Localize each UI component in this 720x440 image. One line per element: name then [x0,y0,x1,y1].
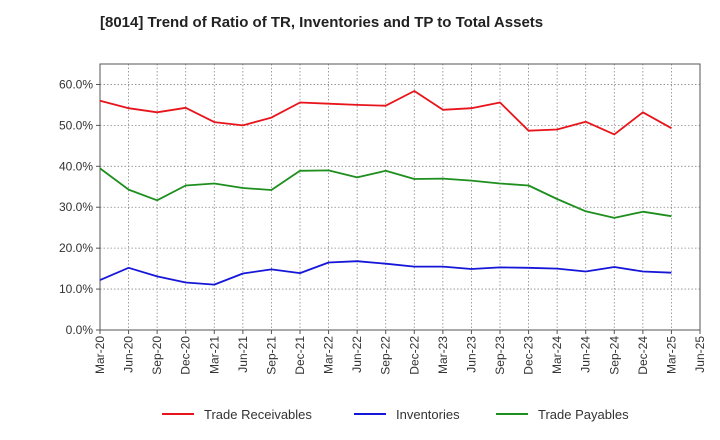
x-tick-label: Mar-20 [93,336,107,374]
chart-title: [8014] Trend of Ratio of TR, Inventories… [100,14,544,31]
x-tick-label: Dec-23 [522,336,536,375]
legend-label-trade-receivables: Trade Receivables [204,407,312,422]
x-tick-label: Jun-25 [693,336,707,373]
series-line-trade-payables [99,167,672,219]
x-tick-label: Sep-21 [264,336,278,375]
x-tick-label: Mar-21 [207,336,221,374]
x-tick-label: Sep-23 [493,336,507,375]
x-tick-label: Jun-23 [464,336,478,373]
x-tick-label: Mar-25 [664,336,678,374]
x-tick-label: Mar-24 [550,336,564,374]
x-tick-label: Sep-24 [607,336,621,375]
series-line-trade-receivables [99,90,672,136]
x-tick-label: Jun-24 [579,336,593,373]
series-lines [99,90,672,286]
y-tick-label: 60.0% [59,77,93,91]
legend-label-trade-payables: Trade Payables [538,407,629,422]
x-tick-label: Jun-20 [122,336,136,373]
legend: Trade Receivables Inventories Trade Payabl… [162,407,629,422]
x-tick-label: Dec-21 [293,336,307,375]
plot-frame [99,63,701,331]
x-tick-label: Dec-24 [636,336,650,375]
x-tick-label: Sep-20 [150,336,164,375]
x-tick-label: Mar-22 [322,336,336,374]
y-tick-label: 40.0% [59,159,93,173]
y-tick-label: 50.0% [59,118,93,132]
x-tick-label: Mar-23 [436,336,450,374]
y-tick-label: 0.0% [66,323,94,337]
y-axis-ticks: 0.0% 10.0% 20.0% 30.0% 40.0% 50.0% 60.0% [59,77,100,337]
y-tick-label: 30.0% [59,200,93,214]
x-tick-label: Sep-22 [379,336,393,375]
y-tick-label: 10.0% [59,282,93,296]
x-tick-label: Jun-22 [350,336,364,373]
x-tick-label: Dec-20 [179,336,193,375]
series-line-inventories [99,260,672,286]
y-tick-label: 20.0% [59,241,93,255]
x-axis-ticks: Mar-20 Jun-20 Sep-20 Dec-20 Mar-21 Jun-21 Sep-… [93,330,707,375]
legend-label-inventories: Inventories [396,407,460,422]
grid [100,64,700,331]
x-tick-label: Dec-22 [407,336,421,375]
x-tick-label: Jun-21 [236,336,250,373]
